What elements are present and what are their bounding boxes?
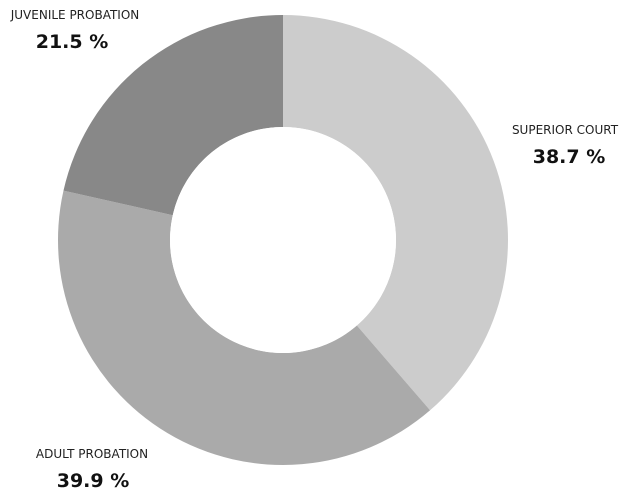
label-adult-probation: ADULT PROBATION xyxy=(36,447,148,461)
slice-juvenile-probation xyxy=(63,15,283,216)
value-superior-court: 38.7 % xyxy=(533,146,606,168)
value-juvenile-probation: 21.5 % xyxy=(36,31,109,53)
slice-superior-court xyxy=(283,15,508,411)
label-juvenile-probation: JUVENILE PROBATION xyxy=(10,8,140,22)
slice-adult-probation xyxy=(57,190,431,465)
label-superior-court: SUPERIOR COURT xyxy=(512,123,619,137)
donut-hole xyxy=(170,127,396,353)
slices-group xyxy=(57,15,508,465)
value-adult-probation: 39.9 % xyxy=(57,470,130,492)
